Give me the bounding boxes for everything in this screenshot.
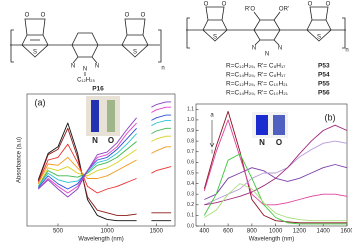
x-axis-label: Wavelength (nm) — [78, 237, 123, 243]
y-tick-label: 0.3 — [187, 192, 194, 198]
spectrum-line — [204, 183, 347, 222]
spectrum-line — [37, 127, 172, 216]
atom-label: OR' — [279, 7, 289, 13]
atom-label: N — [95, 64, 99, 70]
y-tick-label: 0.5 — [187, 170, 194, 176]
y-tick-label: 0.2 — [187, 202, 194, 208]
atom-label: N — [71, 64, 75, 70]
spectrum-line — [203, 153, 347, 225]
x-tick-label: 800 — [247, 229, 258, 235]
y-tick-label: 0.9 — [187, 128, 194, 134]
atom-label: N — [83, 67, 87, 73]
spectrum-line — [37, 127, 172, 187]
insets — [86, 96, 288, 138]
brackets — [186, 17, 346, 49]
plot-frame — [195, 103, 348, 227]
vial-oxidized — [273, 115, 285, 135]
polymer-label: P16 — [92, 86, 104, 93]
x-tick-label: 400 — [199, 229, 210, 235]
y-tick-label: 1.1 — [187, 107, 194, 113]
atom-label: n — [345, 48, 348, 54]
atom-label: O — [141, 13, 146, 19]
panel-label: (a) — [35, 97, 46, 107]
arrow-label: a — [210, 113, 214, 119]
x-tick-label: 1500 — [150, 229, 164, 235]
atom-label: O — [326, 2, 331, 8]
x-tick-label: 500 — [53, 229, 64, 235]
structure-left — [10, 18, 162, 76]
y-axis-label: Absorbance (a.u) — [17, 137, 23, 183]
polymer-id: P54 — [318, 72, 330, 79]
spectrum-line — [37, 146, 172, 184]
y-tick-label: 0.0 — [187, 223, 194, 229]
polymer-id: P55 — [318, 81, 330, 88]
vial-oxidized — [107, 100, 115, 132]
atom-label: R'O — [245, 7, 255, 13]
structure-right — [186, 6, 346, 49]
arrow-label: i — [211, 150, 212, 156]
polymer-id: P56 — [318, 90, 330, 97]
atom-label: N — [252, 46, 256, 52]
substituent-row: R=C₁₂H₂₅, R'= C₈H₁₇ — [226, 63, 285, 70]
atom-label: O — [222, 2, 227, 8]
inset-label: N — [259, 138, 265, 147]
x-tick-label: 1000 — [100, 229, 114, 235]
spectrum-line — [204, 140, 348, 206]
x-tick-label: 1400 — [317, 229, 331, 235]
inset-label: O — [108, 136, 114, 145]
brackets — [10, 29, 162, 63]
polymer-id: P53 — [318, 63, 330, 70]
spectrum-line — [37, 119, 172, 187]
spectrum-line — [37, 135, 172, 187]
spectrum-line — [37, 122, 172, 222]
vial-neutral — [256, 115, 268, 135]
spectrum-line — [37, 143, 172, 194]
atom-label: O — [204, 2, 209, 8]
bonds — [186, 6, 346, 46]
atom-label: N — [265, 52, 269, 58]
atom-label: O — [41, 13, 46, 19]
substituent-row: R=C₁₄H₂₉, R'= C₁₀H₂₁ — [226, 90, 289, 97]
atom-label: n — [161, 66, 164, 72]
atom-label: S — [133, 50, 137, 56]
y-tick-label: 0.7 — [187, 149, 194, 155]
spectrum-line — [204, 124, 348, 206]
y-tick-label: 1.0 — [187, 117, 194, 123]
bonds — [10, 18, 160, 76]
x-tick-label: 1000 — [269, 229, 283, 235]
panel-label: (b) — [325, 112, 336, 122]
x-tick-label: 600 — [223, 229, 234, 235]
atom-label: S — [33, 50, 37, 56]
atom-label: O — [25, 13, 30, 19]
y-tick-label: 0.6 — [187, 160, 194, 166]
substituent-row: R=C₁₄H₂₉, R'= C₈H₁₇ — [226, 72, 285, 79]
atom-label: S — [213, 35, 217, 41]
vial-neutral — [91, 100, 99, 132]
x-axis-label: Wavelength (nm) — [249, 237, 294, 243]
substituent-row: R=C₁₂H₂₅, R'= C₁₀H₂₁ — [226, 81, 289, 88]
spectrum-line — [37, 101, 172, 198]
y-tick-label: 0.1 — [187, 213, 194, 219]
spectrum-line — [203, 110, 347, 224]
inset-label: N — [92, 136, 98, 145]
substituent: C₁₂H₂₅ — [77, 78, 95, 84]
arrow — [209, 120, 215, 148]
plot-frame — [26, 93, 176, 227]
y-tick-label: 0.4 — [187, 181, 194, 187]
atom-label: S — [317, 35, 321, 41]
spectrum-line — [203, 119, 348, 206]
atom-label: O — [308, 2, 313, 8]
atom-label: O — [125, 13, 130, 19]
x-tick-label: 1200 — [293, 229, 307, 235]
inset-label: O — [276, 138, 282, 147]
y-tick-label: 0.8 — [187, 138, 194, 144]
atom-label: N — [278, 46, 282, 52]
